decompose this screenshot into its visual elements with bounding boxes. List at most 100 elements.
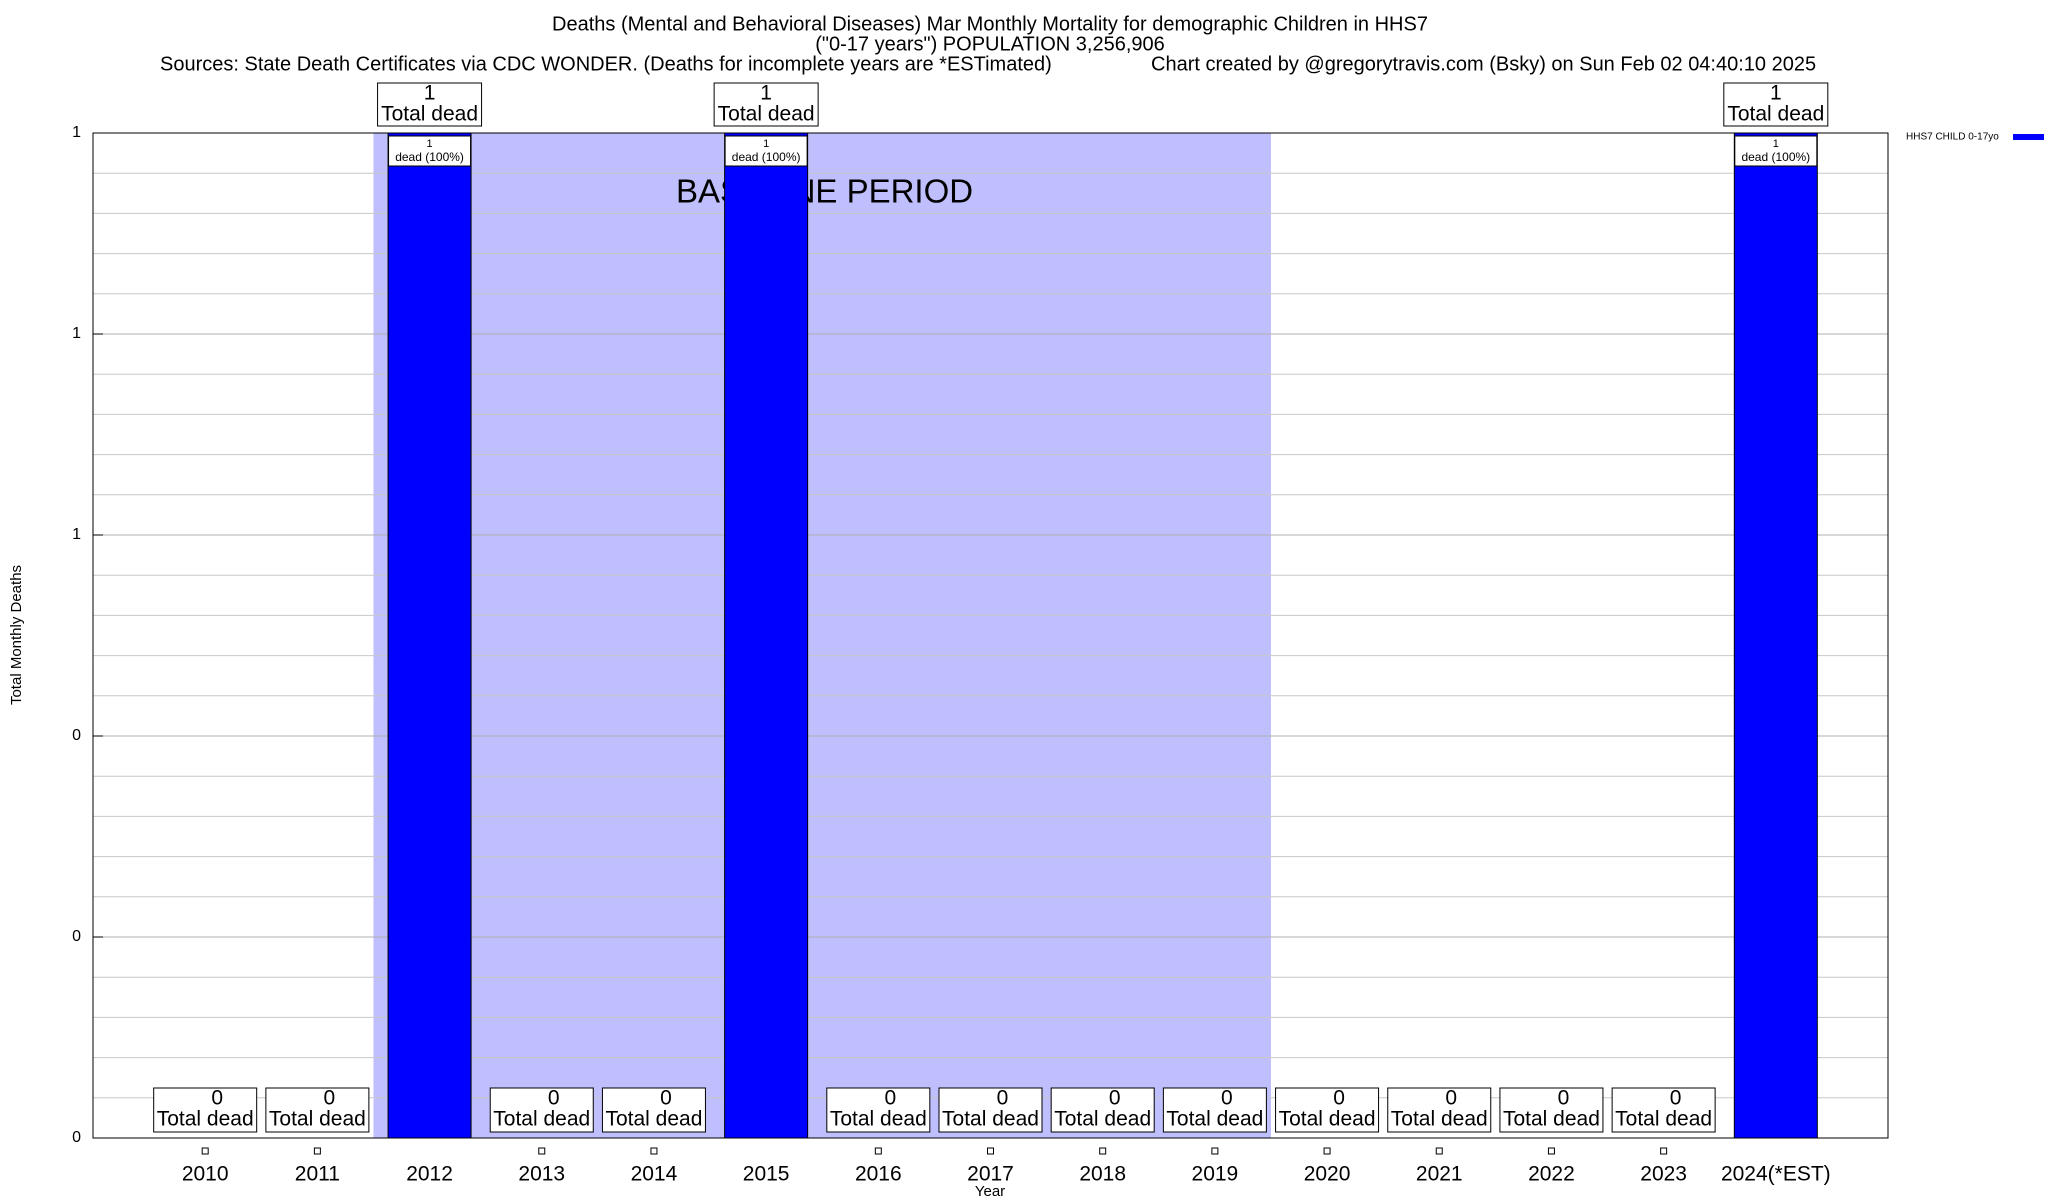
inner-label: dead (100%) <box>395 150 464 164</box>
y-tick-label: 1 <box>72 124 81 141</box>
value-label: 0 <box>1558 1087 1570 1110</box>
bar <box>1733 132 1818 1139</box>
credit: Chart created by @gregorytravis.com (Bsk… <box>1151 53 1816 75</box>
y-tick-label: 0 <box>72 928 81 945</box>
total-box <box>1499 1087 1604 1133</box>
total-label: Total dead <box>830 1108 927 1131</box>
x-tick-label: 2017 <box>967 1163 1014 1186</box>
total-box <box>1275 1087 1380 1133</box>
total-box <box>826 1087 931 1133</box>
x-tick-label: 2019 <box>1192 1163 1239 1186</box>
baseline-label: BASELINE PERIOD <box>676 173 973 210</box>
total-box <box>1611 1087 1716 1133</box>
total-label: Total dead <box>605 1108 702 1131</box>
total-label: Total dead <box>157 1108 254 1131</box>
x-axis-label: Year <box>975 1183 1005 1200</box>
x-tick-label: 2013 <box>518 1163 565 1186</box>
point <box>1323 1147 1331 1155</box>
y-tick-label: 1 <box>72 325 81 342</box>
y-tick-label: 0 <box>72 1129 81 1146</box>
value-label: 1 <box>1770 82 1782 105</box>
total-label: Total dead <box>381 103 478 126</box>
value-label: 1 <box>424 82 436 105</box>
total-label: Total dead <box>1391 1108 1488 1131</box>
chart-subtitle: ("0-17 years") POPULATION 3,256,906 <box>815 33 1165 55</box>
total-box <box>489 1087 594 1133</box>
bar <box>387 132 472 1139</box>
value-label: 0 <box>1670 1087 1682 1110</box>
x-tick-label: 2020 <box>1304 1163 1351 1186</box>
total-label: Total dead <box>1054 1108 1151 1131</box>
point <box>987 1147 994 1155</box>
value-label: 0 <box>1333 1087 1345 1110</box>
value-label: 0 <box>997 1087 1009 1110</box>
legend-label: HHS7 CHILD 0-17yo <box>1906 132 1999 143</box>
value-label: 0 <box>660 1087 672 1110</box>
total-label: Total dead <box>718 103 815 126</box>
inner-label: dead (100%) <box>1741 150 1810 164</box>
inner-value-label: 1 <box>427 138 433 150</box>
total-box <box>713 82 819 127</box>
total-box <box>377 82 483 127</box>
point <box>538 1147 546 1155</box>
total-label: Total dead <box>942 1108 1039 1131</box>
x-tick-label: 2023 <box>1640 1163 1687 1186</box>
total-box <box>938 1087 1043 1133</box>
total-label: Total dead <box>1279 1108 1376 1131</box>
total-box <box>153 1087 258 1133</box>
chart-title: Deaths (Mental and Behavioral Diseases) … <box>552 13 1428 35</box>
value-label: 0 <box>1221 1087 1233 1110</box>
sources: Sources: State Death Certificates via CD… <box>160 53 1052 75</box>
total-label: Total dead <box>1727 103 1824 126</box>
value-label: 0 <box>1109 1087 1121 1110</box>
bar <box>724 132 809 1139</box>
point <box>874 1147 882 1155</box>
value-label: 1 <box>760 82 772 105</box>
x-tick-label: 2022 <box>1528 1163 1575 1186</box>
value-label: 0 <box>1445 1087 1457 1110</box>
x-tick-label: 2016 <box>855 1163 902 1186</box>
total-label: Total dead <box>1503 1108 1600 1131</box>
inner-label: dead (100%) <box>732 150 801 164</box>
total-box <box>1723 82 1829 127</box>
total-label: Total dead <box>269 1108 366 1131</box>
total-box <box>601 1087 706 1133</box>
y-axis-label: Total Monthly Deaths <box>8 565 25 705</box>
y-tick-label: 1 <box>72 526 81 543</box>
baseline-period <box>373 133 1271 1138</box>
point <box>313 1147 321 1155</box>
total-label: Total dead <box>1166 1108 1263 1131</box>
value-label: 0 <box>324 1087 336 1110</box>
total-box <box>265 1087 370 1133</box>
x-tick-label: 2024(*EST) <box>1721 1163 1831 1186</box>
x-tick-label: 2012 <box>406 1163 453 1186</box>
inner-box <box>724 135 808 167</box>
inner-value-label: 1 <box>763 138 769 150</box>
point <box>1099 1147 1107 1155</box>
x-tick-label: 2011 <box>295 1163 340 1186</box>
total-label: Total dead <box>1615 1108 1712 1131</box>
y-tick-label: 0 <box>72 727 81 744</box>
inner-value-label: 1 <box>1773 138 1779 150</box>
x-tick-label: 2010 <box>182 1163 229 1186</box>
point <box>1211 1147 1219 1155</box>
inner-box <box>1734 135 1818 167</box>
legend-swatch <box>2013 134 2044 140</box>
value-label: 0 <box>548 1087 560 1110</box>
x-tick-label: 2018 <box>1079 1163 1126 1186</box>
inner-box <box>388 135 472 167</box>
point <box>650 1147 658 1155</box>
point <box>1435 1147 1443 1155</box>
total-box <box>1387 1087 1492 1133</box>
x-tick-label: 2014 <box>631 1163 678 1186</box>
total-label: Total dead <box>493 1108 590 1131</box>
point <box>1547 1147 1555 1155</box>
total-box <box>1162 1087 1267 1133</box>
x-tick-label: 2021 <box>1416 1163 1463 1186</box>
value-label: 0 <box>884 1087 896 1110</box>
point <box>201 1147 209 1155</box>
plot-frame <box>92 132 1889 1139</box>
total-box <box>1050 1087 1155 1133</box>
